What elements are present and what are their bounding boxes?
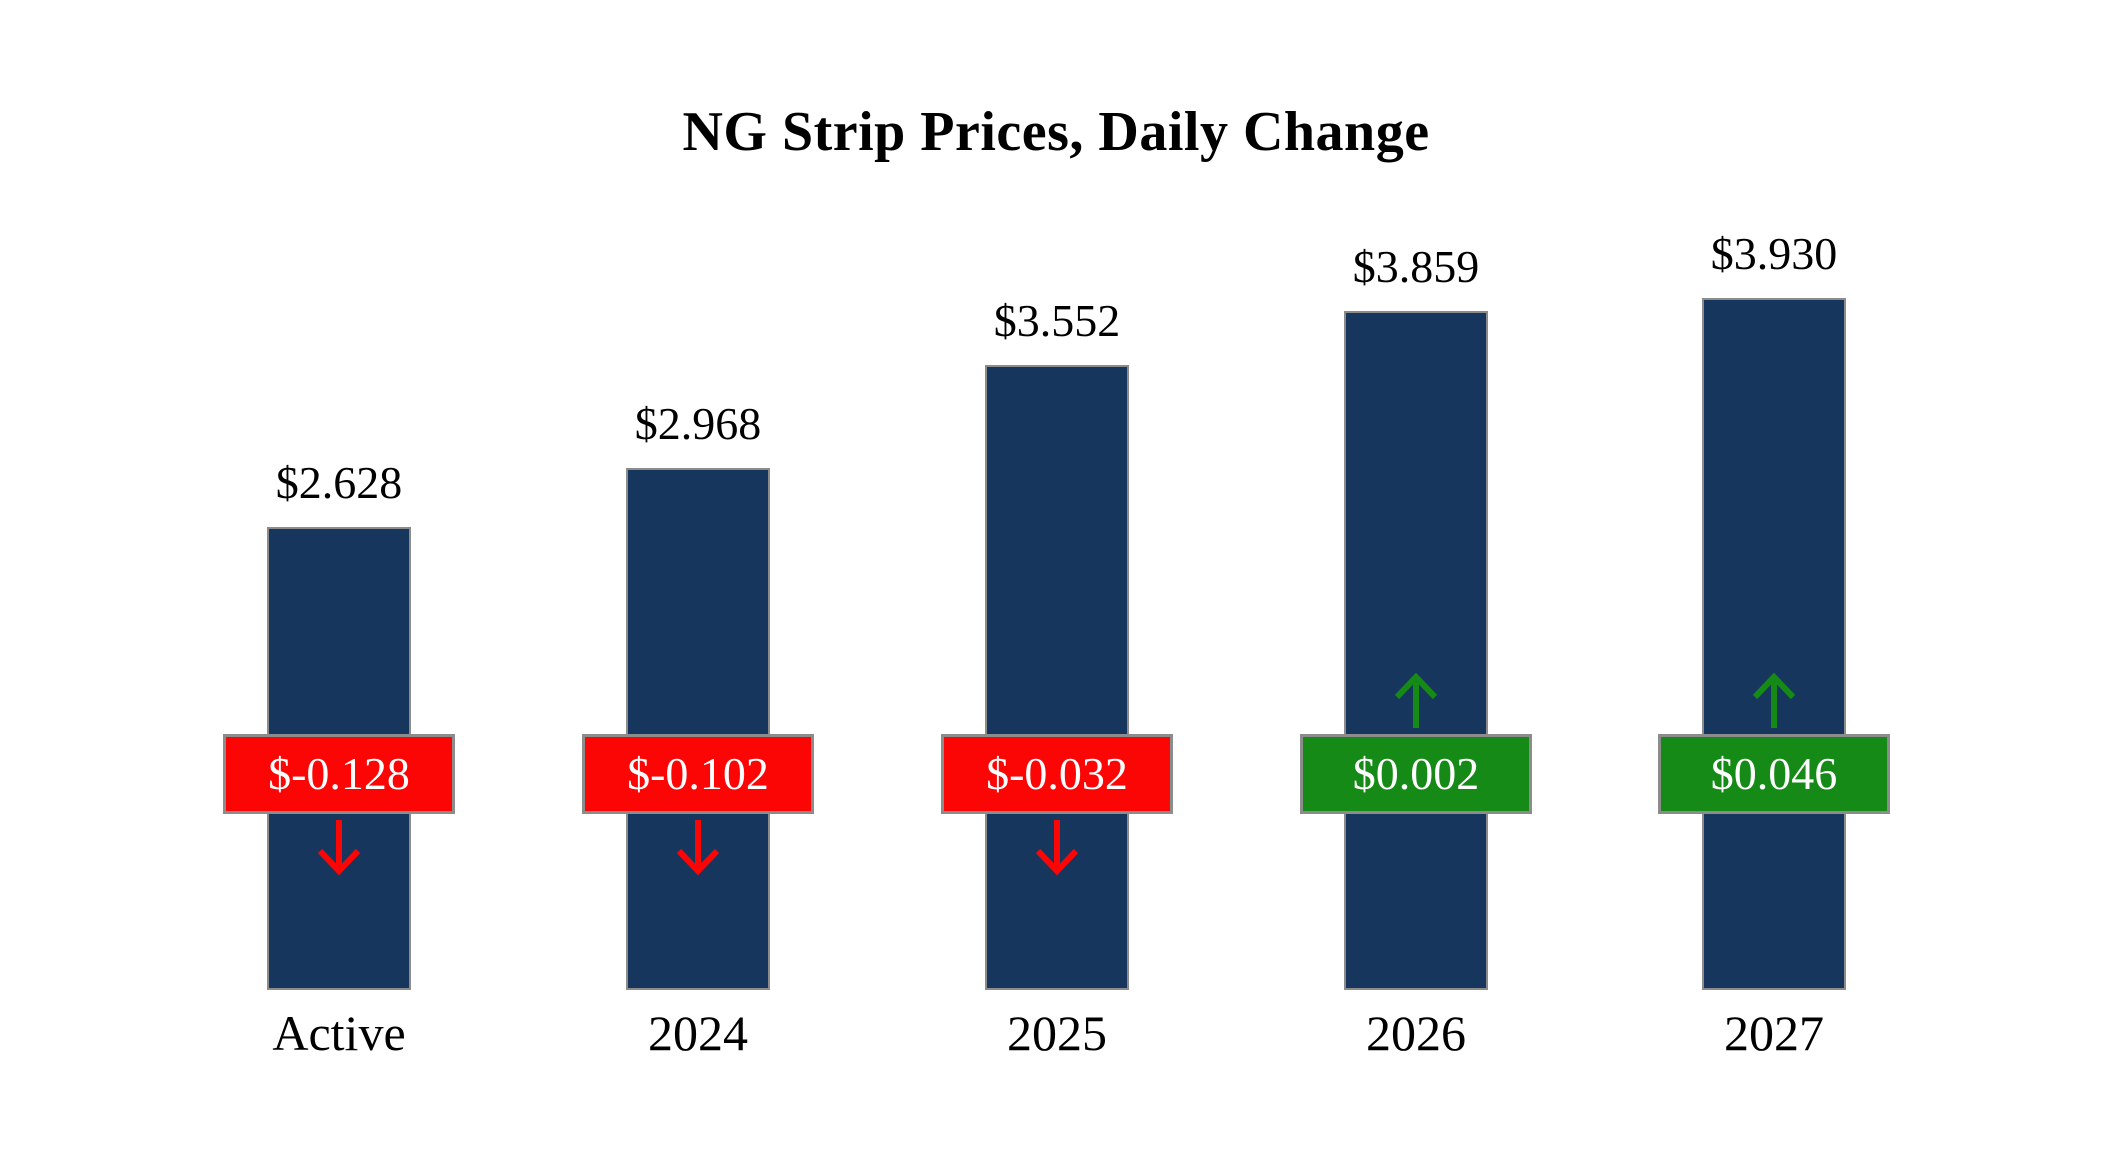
up-arrow-icon xyxy=(1742,668,1806,732)
change-badge: $-0.032 xyxy=(941,734,1173,814)
bar-value-label: $2.628 xyxy=(275,457,403,508)
bar xyxy=(626,468,770,990)
category-label: 2025 xyxy=(1007,1005,1107,1061)
bar-value-label: $3.859 xyxy=(1352,241,1480,292)
bar-value-label: $3.930 xyxy=(1710,228,1838,279)
down-arrow-icon xyxy=(1025,816,1089,880)
category-label: 2027 xyxy=(1724,1005,1824,1061)
bar xyxy=(1344,311,1488,990)
down-arrow-icon xyxy=(666,816,730,880)
change-badge: $0.046 xyxy=(1658,734,1890,814)
category-label: 2024 xyxy=(648,1005,748,1061)
chart-title: NG Strip Prices, Daily Change xyxy=(682,101,1430,163)
change-badge: $-0.128 xyxy=(223,734,455,814)
bar-value-label: $2.968 xyxy=(634,398,762,449)
bar xyxy=(1702,298,1846,990)
category-label: Active xyxy=(272,1005,406,1061)
bar xyxy=(985,365,1129,990)
change-badge: $-0.102 xyxy=(582,734,814,814)
bar-value-label: $3.552 xyxy=(993,295,1121,346)
change-badge: $0.002 xyxy=(1300,734,1532,814)
down-arrow-icon xyxy=(307,816,371,880)
up-arrow-icon xyxy=(1384,668,1448,732)
category-label: 2026 xyxy=(1366,1005,1466,1061)
